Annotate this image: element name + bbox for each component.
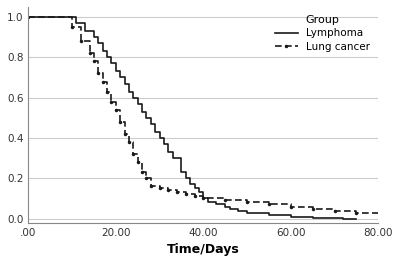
Lymphoma xyxy=(92,29,96,33)
Lung cancer xyxy=(109,100,114,103)
X-axis label: Time/Days: Time/Days xyxy=(167,243,240,256)
Lung cancer xyxy=(166,187,171,190)
Lymphoma xyxy=(341,217,346,220)
Lung cancer xyxy=(87,40,92,43)
Lung cancer xyxy=(288,203,293,206)
Lung cancer xyxy=(100,80,105,83)
Line: Lung cancer: Lung cancer xyxy=(26,15,380,215)
Lymphoma xyxy=(166,143,171,146)
Lung cancer xyxy=(26,16,31,19)
Lung cancer xyxy=(140,171,144,174)
Legend: Lymphoma, Lung cancer: Lymphoma, Lung cancer xyxy=(272,12,373,55)
Lymphoma xyxy=(109,56,114,59)
Lung cancer xyxy=(376,211,381,214)
Lymphoma xyxy=(153,122,158,125)
Lymphoma xyxy=(135,96,140,99)
Lymphoma xyxy=(354,217,359,220)
Lymphoma xyxy=(205,197,210,200)
Lymphoma xyxy=(26,16,31,19)
Line: Lymphoma: Lymphoma xyxy=(28,17,356,219)
Lung cancer xyxy=(354,211,359,214)
